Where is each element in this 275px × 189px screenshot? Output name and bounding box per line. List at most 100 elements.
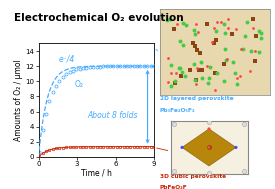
Point [165, 80, 170, 83]
Point [213, 88, 218, 91]
Point [238, 74, 243, 77]
Point [210, 40, 214, 43]
Point [199, 60, 204, 63]
Point [259, 32, 263, 35]
Point [173, 82, 177, 85]
Text: O₂: O₂ [75, 80, 83, 89]
Point [174, 71, 178, 74]
Point [233, 72, 237, 75]
Point [253, 50, 257, 53]
Point [241, 48, 245, 51]
Point [178, 39, 183, 42]
Point [222, 63, 226, 66]
Point [207, 146, 211, 149]
Point [212, 27, 216, 30]
Point [188, 68, 192, 71]
Point [169, 63, 173, 66]
X-axis label: Time / h: Time / h [81, 168, 112, 177]
Point [235, 76, 240, 79]
Point [184, 24, 188, 27]
Point [234, 146, 238, 149]
Point [194, 23, 198, 26]
Point [253, 60, 257, 63]
Point [172, 28, 176, 31]
Point [193, 78, 198, 81]
Point [214, 30, 218, 33]
Point [177, 66, 181, 69]
Point [207, 146, 211, 149]
Point [214, 39, 218, 42]
Point [193, 78, 197, 81]
Text: e⁻/4: e⁻/4 [58, 55, 75, 64]
Text: Electrochemical O₂ evolution: Electrochemical O₂ evolution [14, 13, 183, 23]
Point [180, 71, 184, 74]
Point [200, 76, 204, 79]
Point [222, 47, 227, 50]
Point [192, 62, 196, 65]
Point [191, 41, 195, 44]
Point [233, 27, 238, 30]
Point [221, 79, 226, 82]
Point [235, 82, 240, 85]
Point [230, 33, 235, 36]
Text: About 8 folds: About 8 folds [87, 111, 138, 120]
Point [194, 83, 198, 86]
Text: 2D layered perovskite: 2D layered perovskite [160, 96, 233, 101]
Point [205, 64, 210, 67]
Point [200, 68, 205, 71]
Point [251, 27, 255, 30]
Point [207, 171, 211, 174]
Text: PbFeO₂F: PbFeO₂F [160, 185, 187, 189]
Point [249, 49, 253, 52]
Point [245, 21, 250, 24]
Point [258, 36, 263, 40]
Point [223, 58, 228, 61]
Point [172, 170, 177, 173]
Point [179, 75, 183, 78]
Point [213, 72, 217, 75]
Point [226, 18, 230, 21]
Point [193, 44, 197, 47]
Point [165, 19, 169, 22]
Point [205, 23, 210, 26]
Point [166, 56, 170, 59]
Point [169, 84, 174, 87]
Point [212, 41, 216, 44]
Point [239, 47, 244, 50]
Point [257, 29, 261, 32]
Point [222, 23, 227, 26]
Point [251, 17, 256, 20]
Point [241, 122, 246, 125]
Point [243, 35, 247, 38]
Point [257, 51, 261, 54]
Point [167, 17, 172, 20]
Point [206, 77, 211, 80]
Point [198, 51, 202, 54]
Point [241, 170, 246, 173]
Y-axis label: Amounts of O₂ / μmol: Amounts of O₂ / μmol [13, 59, 23, 141]
Point [192, 28, 196, 31]
Point [206, 81, 210, 84]
Point [172, 122, 177, 125]
Point [193, 32, 197, 35]
Point [183, 75, 187, 78]
Polygon shape [182, 129, 236, 166]
Point [195, 67, 199, 70]
Point [180, 146, 184, 149]
Text: 3D cubic perovskite: 3D cubic perovskite [160, 174, 226, 179]
Point [169, 71, 174, 74]
Point [178, 67, 183, 70]
Point [215, 71, 219, 74]
Point [218, 20, 223, 23]
Point [254, 35, 258, 38]
Point [208, 65, 212, 68]
Point [224, 57, 229, 60]
Point [207, 121, 211, 124]
Text: Pb₃Fe₂O₅F₂: Pb₃Fe₂O₅F₂ [160, 108, 195, 112]
Point [181, 22, 185, 25]
Point [196, 31, 200, 34]
Point [207, 127, 211, 130]
Point [214, 20, 219, 23]
Point [223, 32, 227, 35]
Point [181, 44, 185, 47]
